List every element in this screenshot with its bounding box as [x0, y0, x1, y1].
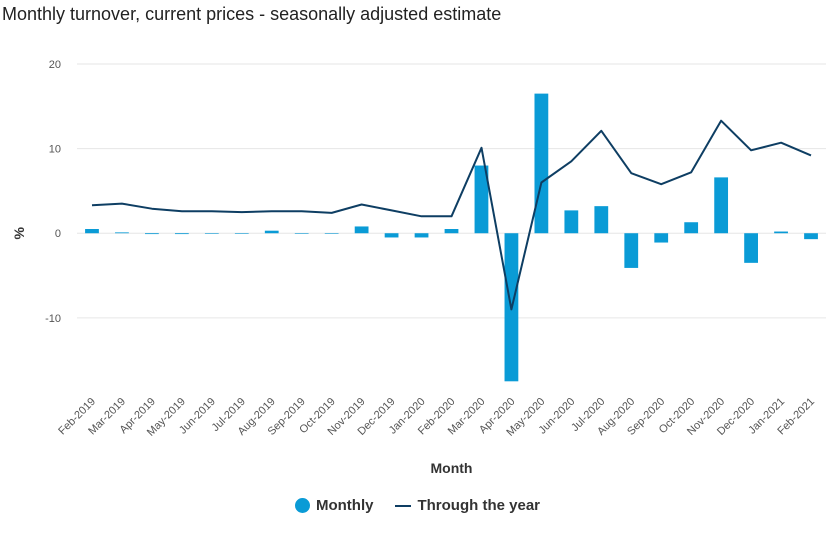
legend-item-monthly[interactable]: Monthly [294, 497, 374, 514]
bar-series-monthly [85, 93, 818, 382]
bar [774, 231, 788, 234]
bar [684, 222, 699, 234]
bar [414, 233, 429, 238]
legend: Monthly Through the year [0, 497, 835, 514]
x-axis-ticks: Feb-2019Mar-2019Apr-2019May-2019Jun-2019… [56, 396, 817, 439]
legend-label-monthly: Monthly [315, 497, 374, 514]
bar [264, 230, 279, 234]
legend-marker-monthly [294, 498, 310, 513]
bar [564, 210, 579, 234]
gridlines [77, 63, 826, 319]
y-axis-ticks: 20 10 0 -10 [45, 59, 61, 325]
bar [534, 93, 549, 234]
bar [234, 233, 249, 234]
y-tick-label: -10 [45, 313, 61, 325]
bar [804, 233, 818, 240]
legend-item-through-the-year[interactable]: Through the year [395, 497, 540, 514]
bar [624, 233, 639, 268]
x-axis-label: Month [431, 460, 473, 476]
bar [174, 233, 189, 235]
bar [654, 233, 669, 243]
bar [444, 229, 459, 234]
bar [85, 229, 99, 234]
bar [204, 233, 219, 234]
bar [474, 165, 489, 234]
legend-marker-through-the-year [395, 504, 412, 507]
y-tick-label: 20 [49, 59, 61, 71]
series-line [91, 119, 812, 311]
bar [744, 233, 758, 263]
bar [714, 177, 729, 234]
legend-label-through-the-year: Through the year [417, 497, 540, 514]
chart-svg: 20 10 0 -10 Feb-2019Mar-2019Apr-2019May-201… [11, 59, 826, 476]
chart-title: Monthly turnover, current prices - seaso… [2, 4, 502, 24]
bar [594, 206, 609, 234]
bar [384, 233, 399, 238]
bar [294, 233, 309, 234]
bar [115, 232, 129, 234]
y-tick-label: 0 [55, 228, 61, 240]
y-axis-label: % [11, 226, 27, 239]
line-series-through-the-year [91, 119, 812, 311]
y-tick-label: 10 [49, 144, 61, 156]
bar [324, 233, 339, 234]
bar [145, 233, 159, 235]
bar [354, 226, 369, 234]
